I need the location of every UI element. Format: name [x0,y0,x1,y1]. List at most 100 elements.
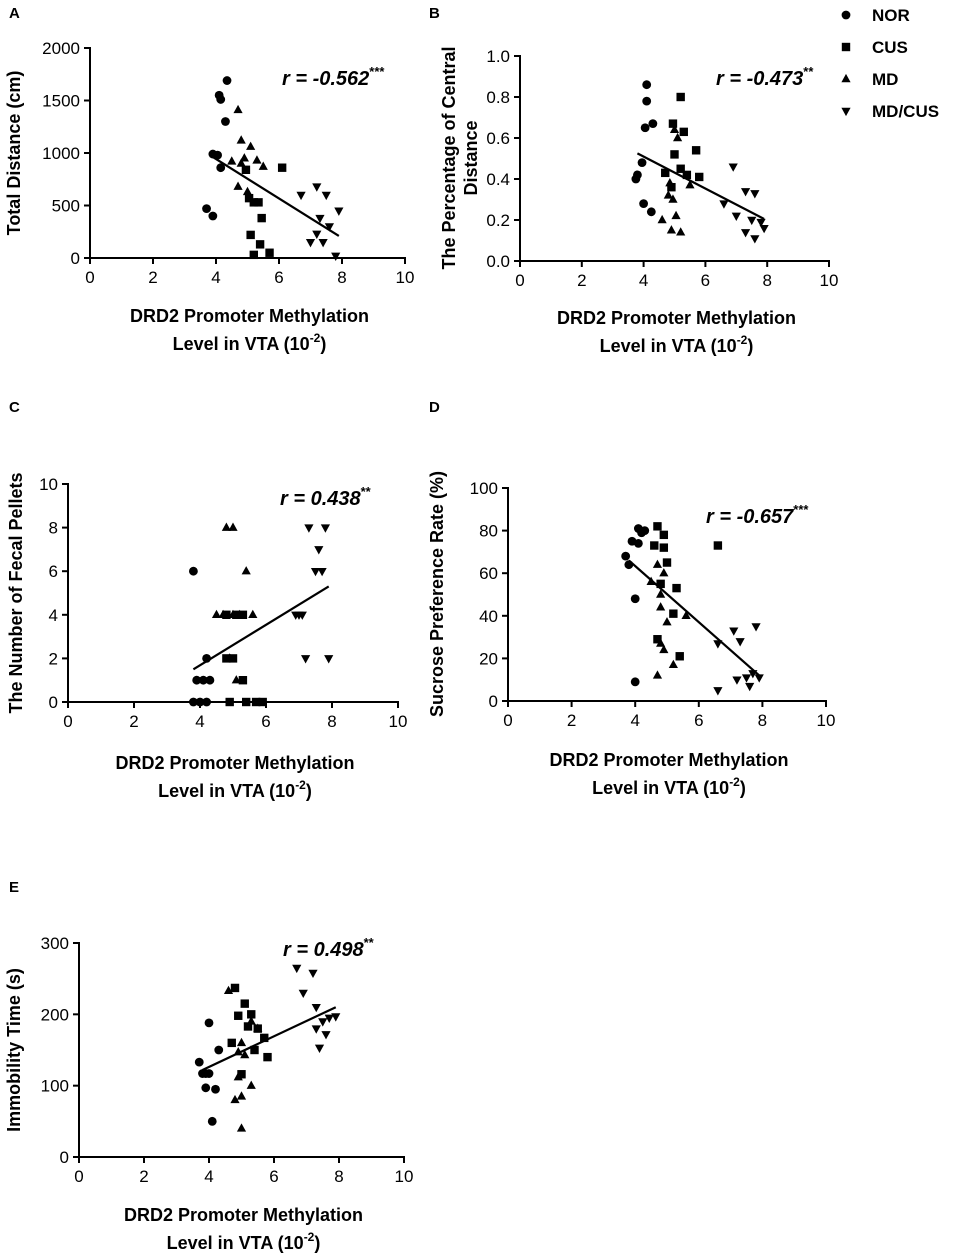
data-point-md [236,1123,247,1132]
x-axis-title: DRD2 Promoter Methylation [115,753,354,773]
x-tick-label: 10 [817,711,836,730]
legend-label: MD [872,70,898,89]
series-nor [621,524,650,687]
data-point-md-cus [301,655,311,664]
data-point-md-cus [334,207,344,216]
x-tick-label: 8 [762,271,771,290]
data-point-nor [201,1083,211,1093]
series-nor [194,1018,224,1126]
x-tick-label: 10 [395,1167,414,1186]
data-point-nor [214,1045,224,1055]
data-point-md-cus [754,674,764,683]
data-point-cus [255,240,265,249]
x-tick-label: 6 [701,271,710,290]
x-tick-label: 8 [334,1167,343,1186]
data-point-nor [646,207,656,217]
x-tick-label: 2 [139,1167,148,1186]
data-point-md [669,124,680,134]
data-point-nor [221,117,230,126]
x-axis-title-main: Level in VTA (10 [158,781,295,801]
y-tick-label: 0.6 [486,129,510,148]
legend: NOR CUS MD MD/CUS [841,6,939,121]
x-axis-title-exponent: -2 [295,778,306,792]
legend-item: NOR [841,6,910,25]
x-axis-title-close: ) [320,334,326,354]
series-cus [222,610,267,707]
data-point-md-cus [318,1018,328,1027]
data-point-md [228,609,238,619]
data-point-nor [202,654,212,663]
data-point-md [657,214,667,224]
data-point-md-cus [731,212,741,221]
x-tick-label: 4 [211,268,220,287]
x-axis-title-close: ) [306,781,312,801]
y-tick-label: 6 [49,562,58,581]
x-tick-label: 0 [515,271,524,290]
data-point-nor [624,560,634,570]
data-point-md-cus [292,964,302,974]
data-point-cus [258,697,267,707]
data-point-md-cus [324,223,334,232]
data-point-cus [667,183,676,192]
y-tick-label: 0 [489,692,498,711]
data-point-md [236,135,246,144]
data-point-cus [238,610,248,619]
data-point-md-cus [320,524,330,533]
x-tick-label: 4 [195,712,204,731]
data-point-cus [241,165,251,174]
y-tick-label: 0 [49,693,58,712]
data-point-md-cus [294,611,304,620]
data-point-md [676,227,686,236]
data-point-md [240,1049,250,1059]
y-tick-label: 0 [71,249,80,268]
data-point-cus [669,609,678,618]
data-point-md-cus [745,682,755,692]
data-point-md-cus [735,638,745,647]
y-axis-title: The Number of Fecal Pellets [6,472,26,713]
x-axis-title-line2: Level in VTA (10-2) [158,778,312,801]
significance-stars: ** [364,935,375,950]
y-tick-label: 0.4 [486,170,510,189]
y-tick-label: 300 [41,934,69,953]
data-point-md [221,522,231,531]
x-tick-label: 2 [148,268,157,287]
data-point-md-cus [740,229,751,238]
data-point-md [246,1080,256,1089]
data-point-md [241,566,251,575]
significance-stars: ** [361,484,372,499]
series-md-cus [719,163,769,244]
legend-label: CUS [872,38,908,57]
data-point-md-cus [732,676,742,685]
data-point-md-cus [728,163,738,172]
data-point-md-cus [305,239,316,248]
data-point-cus [713,541,723,550]
regression-line [192,585,330,671]
data-point-cus [691,146,701,155]
data-point-cus [227,1038,236,1048]
y-tick-label: 10 [39,475,58,494]
x-axis-title-main: Level in VTA (10 [167,1233,304,1253]
data-point-md-cus [314,546,324,555]
series-cus [227,983,272,1079]
panel-a: A 0 500 1000 1500 2000 0 2 4 6 8 10 Total Distance (… [4,5,414,354]
y-axis-title-line: Sucrose Preference Rate (%) [427,471,447,717]
data-point-md [231,675,241,684]
y-tick-label: 2 [49,649,58,668]
data-point-md-cus [750,190,760,199]
data-point-md [246,1016,256,1025]
y-tick-label: 60 [479,564,498,583]
data-point-cus [234,1011,243,1020]
data-point-cus [230,983,240,993]
panel-letter: B [429,5,440,22]
data-point-nor [642,80,652,90]
panel-letter: C [9,399,20,416]
data-point-md [656,589,666,598]
data-point-nor [211,1084,220,1094]
data-point-nor [648,119,658,129]
x-tick-label: 6 [269,1167,278,1186]
series-nor [631,80,658,217]
data-point-md [672,132,683,142]
data-point-nor [189,566,198,576]
data-point-md [659,644,669,654]
data-point-nor [637,528,646,538]
